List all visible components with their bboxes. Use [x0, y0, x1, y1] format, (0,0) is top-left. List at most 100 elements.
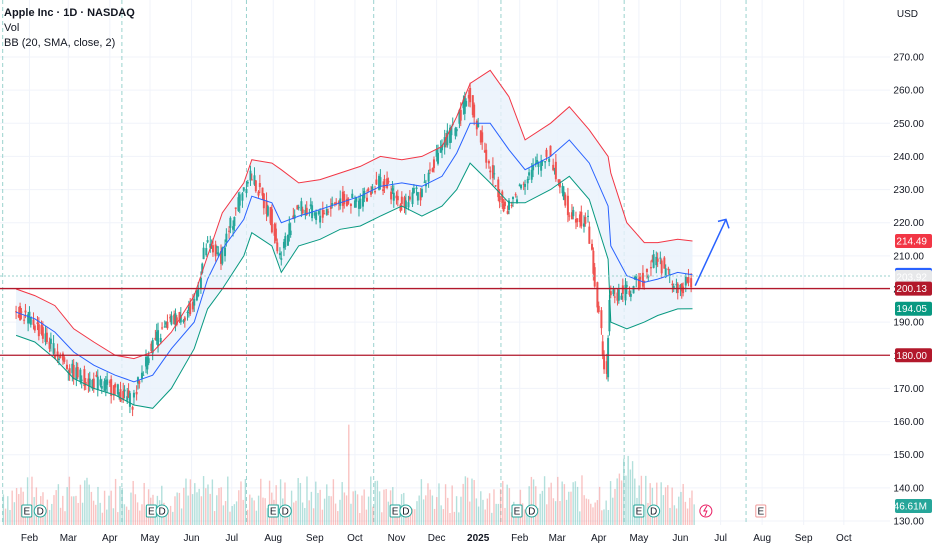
bollinger-basis-line[interactable] [15, 122, 693, 383]
candle-body [383, 178, 386, 189]
volume-bar [590, 503, 592, 525]
volume-bar [675, 508, 678, 525]
candle-body [370, 191, 373, 195]
volume-bar [436, 497, 438, 525]
volume-bar [141, 504, 143, 525]
candle-body [270, 209, 273, 233]
price-tag[interactable]: 203.92 [895, 270, 932, 285]
volume-bar [205, 488, 207, 525]
candle-body [292, 215, 295, 220]
candle-body [317, 211, 320, 215]
price-tag[interactable]: 214.49 [895, 233, 932, 248]
volume-bar [264, 498, 266, 525]
candle-body [257, 191, 260, 196]
event-marker[interactable]: E [21, 504, 33, 518]
time-axis[interactable] [0, 525, 932, 550]
event-marker[interactable]: E [267, 504, 279, 518]
candle-body [193, 298, 196, 306]
candle-body [278, 253, 281, 256]
event-marker[interactable]: D [647, 504, 661, 518]
lightning-icon [702, 505, 708, 517]
volume-bar [180, 508, 183, 525]
volume-bar [95, 504, 97, 525]
candle-body [63, 357, 66, 362]
candle-body [392, 192, 395, 201]
candle-body [206, 240, 209, 243]
currency-label[interactable]: USD [896, 9, 918, 20]
volume-indicator-label[interactable]: Vol [4, 22, 20, 34]
volume-bar [667, 485, 669, 525]
candle-body [574, 218, 577, 223]
volume-bar [462, 483, 464, 525]
candle-body [489, 170, 492, 173]
candle-body [400, 196, 403, 204]
event-marker[interactable]: D [278, 504, 292, 518]
volume-bar [216, 495, 218, 525]
event-marker-label: E [757, 507, 764, 518]
candle-body [633, 276, 636, 280]
price-tag[interactable]: 180.00 [895, 348, 932, 363]
event-marker[interactable]: E [389, 504, 401, 518]
candle-body [649, 267, 652, 269]
volume-bar [433, 508, 436, 525]
price-tag[interactable]: 200.13 [895, 281, 932, 296]
candle-body [639, 276, 642, 280]
volume-bar [583, 495, 585, 525]
candle-body [544, 161, 547, 163]
bollinger-indicator-label[interactable]: BB (20, SMA, close, 2) [4, 37, 116, 49]
volume-bar [678, 496, 680, 525]
event-marker[interactable]: D [155, 504, 169, 518]
volume-bar [169, 505, 172, 525]
event-marker[interactable]: E [633, 504, 645, 518]
volume-bar [585, 498, 588, 525]
event-marker[interactable]: E [511, 504, 523, 518]
candle-body [424, 183, 427, 187]
x-tick-label: Mar [549, 533, 567, 544]
candle-body [173, 314, 176, 325]
candle-body [359, 198, 362, 209]
candle-body [481, 132, 484, 143]
candle-body [572, 210, 575, 217]
candle-body [126, 396, 129, 401]
candle-body [387, 180, 390, 183]
volume-bar [438, 483, 440, 525]
volume-bar [207, 484, 209, 525]
event-marker[interactable]: E [145, 504, 157, 518]
event-marker[interactable]: D [525, 504, 539, 518]
volume-bar [310, 491, 313, 525]
volume-bar [323, 498, 326, 525]
volume-tag[interactable]: 46.61M [894, 499, 932, 513]
bollinger-lower-line[interactable] [15, 162, 693, 409]
volume-bar [471, 478, 473, 525]
volume-bar [376, 480, 379, 525]
candle-body [228, 230, 231, 232]
candle-body [467, 94, 470, 99]
candle-body [593, 267, 596, 287]
candle-body [390, 191, 393, 200]
y-tick-label: 260.00 [893, 86, 924, 97]
candle-body [280, 258, 283, 260]
x-tick-label: Nov [388, 533, 406, 544]
candle-body [57, 358, 60, 360]
event-marker[interactable]: D [33, 504, 47, 518]
symbol-title[interactable]: Apple Inc · 1D · NASDAQ [4, 7, 135, 19]
volume-bar [4, 508, 7, 525]
price-tag-bg [895, 281, 932, 296]
volume-bar [486, 498, 489, 525]
event-marker[interactable]: D [399, 504, 413, 518]
volume-bar [343, 492, 346, 525]
bollinger-upper-line[interactable] [15, 69, 693, 360]
candle-body [220, 251, 223, 264]
candle-body [407, 202, 410, 208]
volume-bar [411, 508, 414, 525]
price-tag[interactable]: 194.05 [895, 301, 932, 316]
volume-bar [541, 490, 544, 525]
volume-bar [114, 478, 117, 525]
forecast-arrow[interactable] [694, 219, 727, 287]
earnings-badge [633, 504, 645, 518]
candle-body [110, 379, 113, 396]
volume-bar [618, 473, 621, 525]
candle-body [564, 194, 567, 206]
event-marker[interactable]: E [755, 504, 767, 518]
